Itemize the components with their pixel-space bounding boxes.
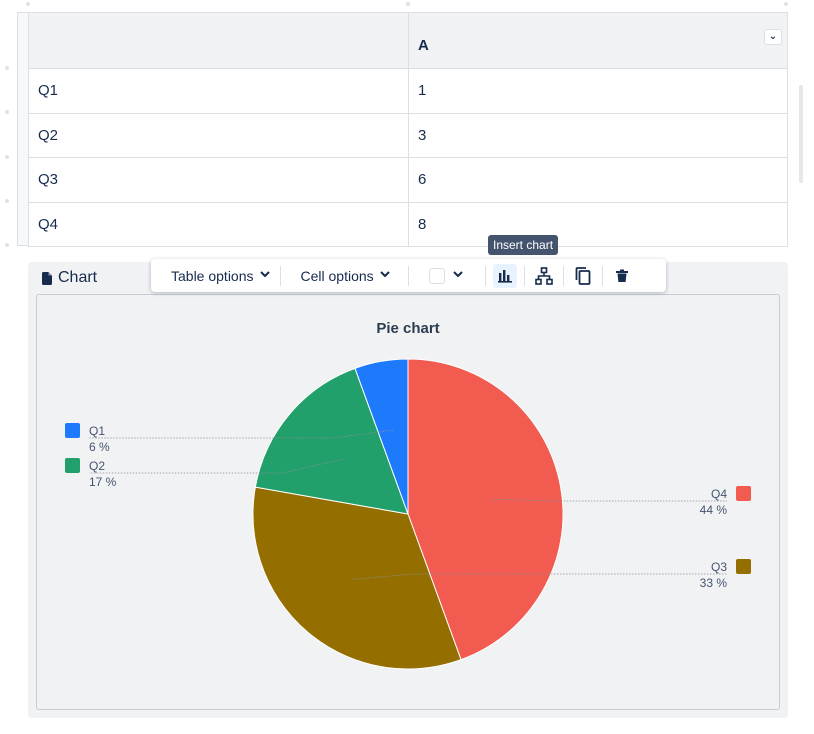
pie-slice-q3[interactable] (252, 486, 462, 670)
table-cell[interactable]: Q1 (28, 68, 409, 114)
toolbar-divider (279, 265, 281, 286)
chevron-down-icon (379, 270, 390, 281)
table-cell[interactable]: 1 (408, 68, 788, 114)
table-header-row: A ⌄ (28, 12, 788, 69)
legend-swatch-q2 (65, 458, 80, 473)
column-handle[interactable] (406, 2, 410, 6)
chevron-down-icon (259, 270, 270, 281)
legend-label-q2: Q2 (89, 459, 105, 473)
column-handle[interactable] (784, 2, 788, 6)
cell-options-button[interactable]: Cell options (281, 259, 408, 292)
data-table: A ⌄ Q1 1 Q2 3 Q3 6 Q4 8 (28, 12, 788, 247)
table-options-label: Table options (171, 267, 254, 284)
toolbar-divider (523, 265, 525, 286)
pie-slice-q1[interactable] (354, 358, 409, 515)
trash-icon[interactable] (610, 264, 634, 288)
pie-slice-q4[interactable] (407, 358, 564, 661)
table-cell[interactable]: 8 (408, 201, 788, 247)
document-icon (42, 271, 52, 285)
legend-swatch-q4 (736, 486, 751, 501)
row-handle[interactable] (5, 155, 9, 159)
table-cell[interactable]: Q2 (28, 112, 409, 158)
chart-container: Pie chart Q1 6 % Q2 17 % Q3 33 % Q4 44 % (36, 294, 780, 710)
legend-swatch-q3 (736, 559, 751, 574)
table-row: Q1 1 (28, 68, 788, 114)
legend-label-q1: Q1 (89, 424, 105, 438)
table-cell[interactable]: Q3 (28, 157, 409, 203)
toolbar-divider (601, 265, 603, 286)
chevron-down-icon[interactable]: ⌄ (764, 29, 782, 45)
toolbar-divider (484, 265, 486, 286)
leader-line-q4 (491, 498, 727, 502)
vertical-scrollbar[interactable] (799, 85, 803, 183)
table-cell[interactable]: 3 (408, 112, 788, 158)
table-row: Q4 8 (28, 201, 788, 247)
row-handle[interactable] (5, 110, 9, 114)
insert-chart-tooltip: Insert chart (488, 235, 559, 255)
column-header-label: A (418, 37, 429, 54)
toolbar-divider (407, 265, 409, 286)
table-cell[interactable]: Q4 (28, 201, 409, 247)
legend-percent-q2: 17 % (89, 475, 117, 489)
legend-percent-q4: 44 % (700, 503, 728, 517)
column-drag-handles (17, 0, 788, 12)
table-header-cell[interactable]: A ⌄ (408, 12, 788, 69)
chart-panel-label: Chart (58, 269, 98, 286)
copy-icon[interactable] (571, 264, 595, 288)
chart-panel: Chart Pie chart Q1 6 % Q2 17 % Q3 33 % Q4 44 % (28, 262, 788, 718)
leader-line-q1 (89, 429, 394, 439)
color-swatch (428, 267, 445, 284)
cell-options-label: Cell options (300, 267, 374, 284)
toolbar-divider (562, 265, 564, 286)
chart-panel-header: Chart (42, 269, 97, 287)
table-row: Q3 6 (28, 157, 788, 203)
legend-label-q4: Q4 (711, 487, 727, 501)
column-handle[interactable] (26, 2, 30, 6)
table-cell[interactable]: 6 (408, 157, 788, 203)
row-handle[interactable] (5, 243, 9, 247)
chevron-down-icon (452, 270, 463, 281)
pie-chart: Pie chart Q1 6 % Q2 17 % Q3 33 % Q4 44 % (65, 320, 751, 670)
hierarchy-icon[interactable] (532, 264, 556, 288)
chart-title: Pie chart (376, 320, 439, 337)
legend-label-q3: Q3 (711, 560, 727, 574)
leader-line-q3 (353, 573, 727, 580)
table-options-button[interactable]: Table options (151, 259, 280, 292)
row-handle[interactable] (5, 199, 9, 203)
bar-chart-icon[interactable] (492, 263, 517, 288)
table-row: Q2 3 (28, 112, 788, 158)
legend-swatch-q1 (65, 423, 80, 438)
table-header-cell[interactable] (28, 12, 409, 69)
row-handle[interactable] (5, 66, 9, 70)
table-floating-toolbar: Table options Cell options (151, 259, 666, 292)
row-controls-strip (17, 12, 28, 246)
pie-slice-q2[interactable] (254, 367, 409, 515)
legend-percent-q1: 6 % (89, 440, 110, 454)
legend-percent-q3: 33 % (700, 576, 728, 590)
cell-background-color-button[interactable] (409, 259, 485, 292)
